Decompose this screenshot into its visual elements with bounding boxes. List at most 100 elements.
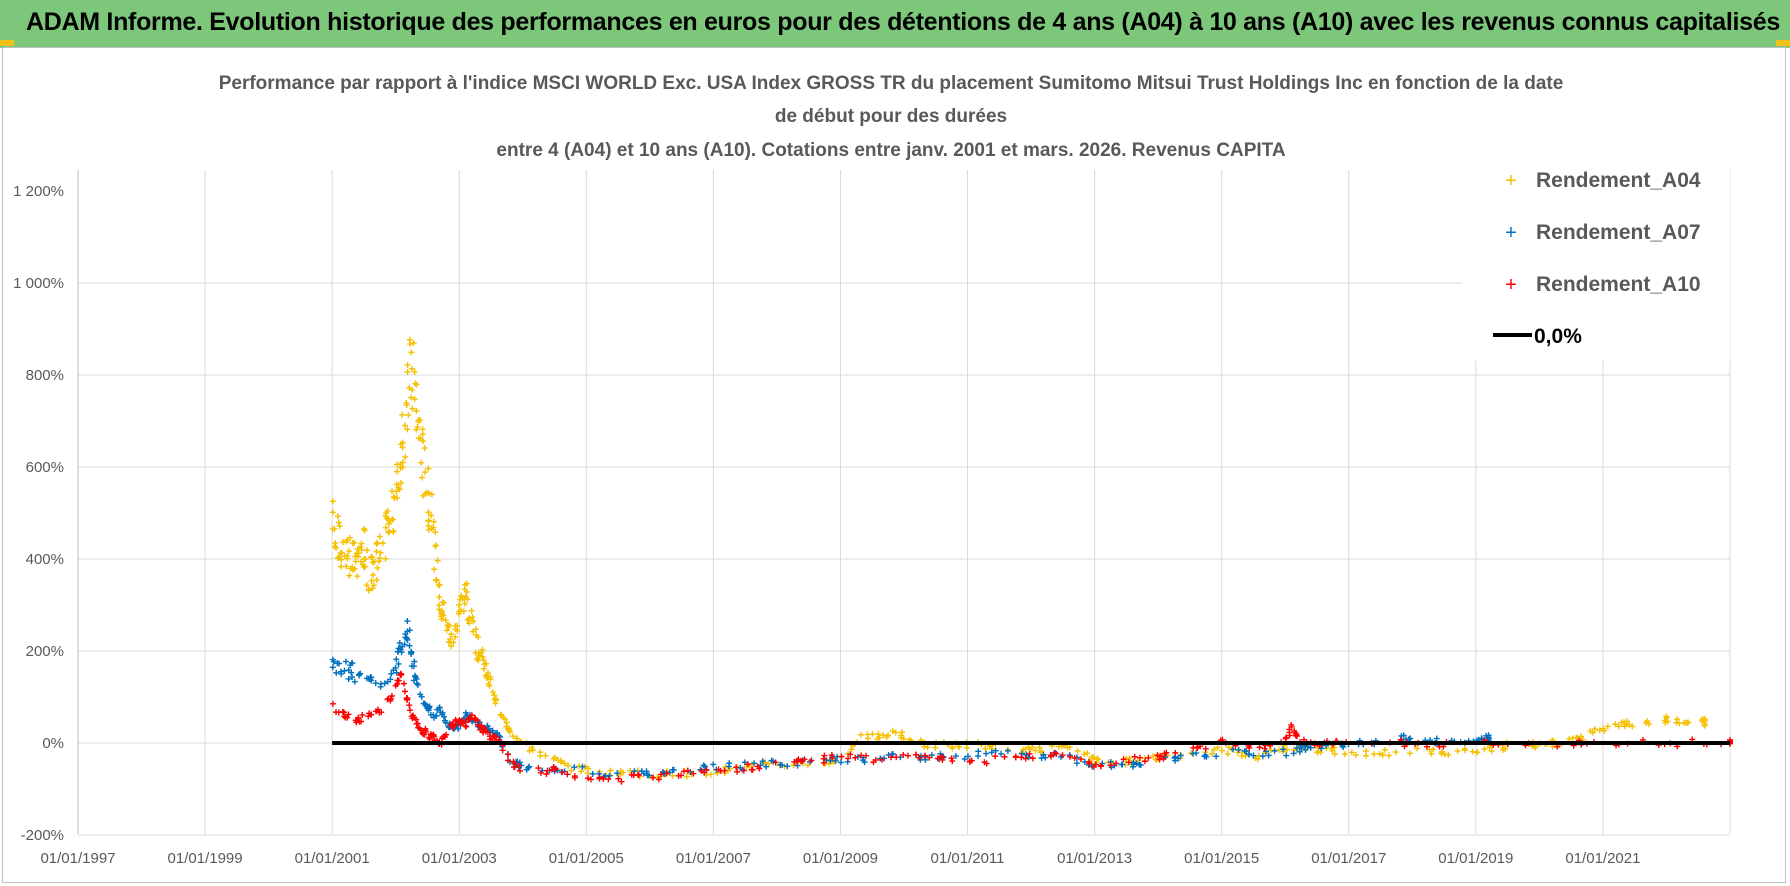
data-point — [483, 672, 490, 679]
data-point — [358, 546, 365, 553]
data-point — [368, 711, 375, 718]
data-point — [379, 540, 386, 547]
data-point — [466, 615, 473, 622]
data-point — [838, 753, 845, 760]
data-point — [1428, 750, 1435, 757]
data-point — [900, 735, 907, 742]
data-point — [669, 772, 676, 779]
data-point — [961, 756, 968, 763]
data-point — [587, 776, 594, 783]
data-point — [1137, 762, 1144, 769]
data-point — [733, 764, 740, 771]
data-point — [411, 368, 418, 375]
data-point — [714, 770, 721, 777]
data-point — [934, 755, 941, 762]
data-point — [517, 767, 524, 774]
data-point — [339, 549, 346, 556]
data-point — [542, 752, 549, 759]
data-point — [1235, 746, 1242, 753]
data-point — [434, 557, 441, 564]
data-point — [349, 540, 356, 547]
data-point — [584, 770, 591, 777]
data-point — [657, 771, 664, 778]
data-point — [345, 675, 352, 682]
data-point — [1194, 744, 1201, 751]
data-point — [876, 734, 883, 741]
data-point — [403, 402, 410, 409]
data-point — [537, 749, 544, 756]
data-point — [1120, 756, 1127, 763]
data-point — [565, 762, 572, 769]
data-point — [1246, 744, 1253, 751]
data-point — [448, 631, 455, 638]
data-point — [415, 418, 422, 425]
data-point — [1059, 752, 1066, 759]
data-point — [419, 431, 426, 438]
data-point — [355, 550, 362, 557]
data-point — [1376, 750, 1383, 757]
data-point — [396, 640, 403, 647]
data-point — [441, 713, 448, 720]
data-point — [1261, 745, 1268, 752]
data-point — [362, 563, 369, 570]
y-tick-label: 1 200% — [13, 183, 64, 200]
data-point — [1290, 750, 1297, 757]
data-point — [387, 517, 394, 524]
chart-frame — [2, 47, 1786, 883]
data-point — [430, 733, 437, 740]
data-point — [421, 731, 428, 738]
data-point — [744, 761, 751, 768]
data-point — [1485, 732, 1492, 739]
data-point — [754, 763, 761, 770]
data-point — [472, 715, 479, 722]
data-point — [425, 517, 432, 524]
data-point — [422, 725, 429, 732]
data-point — [734, 768, 741, 775]
x-tick-label: 01/01/2021 — [1565, 850, 1640, 867]
data-point — [926, 754, 933, 761]
data-point — [820, 759, 827, 766]
data-point — [329, 700, 336, 707]
data-point — [725, 763, 732, 770]
data-point — [443, 731, 450, 738]
data-point — [528, 744, 535, 751]
data-point — [344, 555, 351, 562]
data-point — [460, 608, 467, 615]
data-point — [1136, 754, 1143, 761]
data-point — [413, 381, 420, 388]
data-point — [1026, 750, 1033, 757]
data-point — [452, 721, 459, 728]
data-point — [1154, 752, 1161, 759]
data-point — [404, 636, 411, 643]
data-point — [406, 642, 413, 649]
data-point — [408, 650, 415, 657]
data-point — [1025, 754, 1032, 761]
data-point — [982, 745, 989, 752]
data-point — [795, 756, 802, 763]
data-point — [1474, 749, 1481, 756]
data-point — [683, 773, 690, 780]
data-point — [388, 670, 395, 677]
data-point — [872, 756, 879, 763]
data-point — [346, 572, 353, 579]
data-point — [606, 772, 613, 779]
data-point — [1113, 760, 1120, 767]
data-point — [544, 767, 551, 774]
data-point — [559, 769, 566, 776]
data-point — [1288, 723, 1295, 730]
data-point — [669, 766, 676, 773]
data-point — [409, 715, 416, 722]
data-point — [1067, 753, 1074, 760]
data-point — [1073, 760, 1080, 767]
data-point — [355, 671, 362, 678]
data-point — [1201, 753, 1208, 760]
data-point — [449, 722, 456, 729]
data-point — [900, 751, 907, 758]
data-point — [1156, 756, 1163, 763]
data-point — [358, 540, 365, 547]
data-point — [447, 636, 454, 643]
data-point — [390, 493, 397, 500]
data-point — [402, 422, 409, 429]
data-point — [1488, 748, 1495, 755]
data-point — [1701, 717, 1708, 724]
